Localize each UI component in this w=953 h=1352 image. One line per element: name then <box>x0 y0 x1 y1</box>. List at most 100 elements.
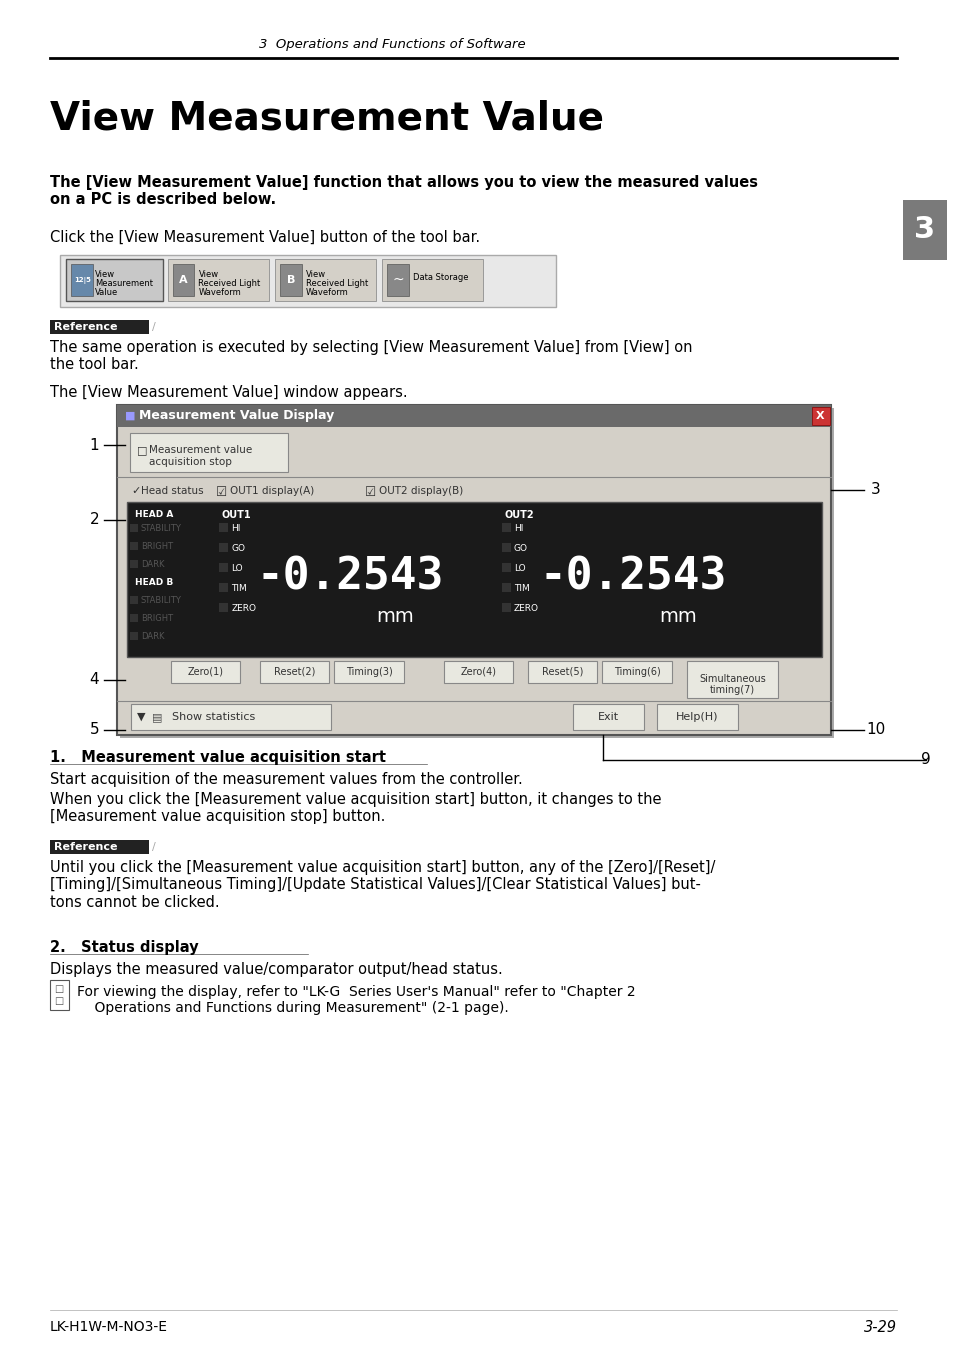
Text: Reset(2): Reset(2) <box>274 667 315 677</box>
FancyBboxPatch shape <box>131 704 331 730</box>
Text: ☑: ☑ <box>365 485 376 499</box>
FancyBboxPatch shape <box>279 264 301 296</box>
FancyBboxPatch shape <box>811 407 829 425</box>
FancyBboxPatch shape <box>71 264 93 296</box>
FancyBboxPatch shape <box>127 502 821 657</box>
Text: HEAD B: HEAD B <box>134 579 173 587</box>
FancyBboxPatch shape <box>67 260 163 301</box>
Text: 4: 4 <box>90 672 99 688</box>
Text: 10: 10 <box>865 722 884 737</box>
Text: 2: 2 <box>90 512 99 527</box>
FancyBboxPatch shape <box>59 256 555 307</box>
Text: Timing(3): Timing(3) <box>345 667 392 677</box>
FancyBboxPatch shape <box>501 523 511 531</box>
Text: Zero(1): Zero(1) <box>187 667 223 677</box>
Text: OUT2 display(B): OUT2 display(B) <box>378 485 463 496</box>
Text: □: □ <box>137 445 148 456</box>
Text: Reference: Reference <box>53 322 117 333</box>
FancyBboxPatch shape <box>443 661 513 683</box>
FancyBboxPatch shape <box>381 260 483 301</box>
Text: Zero(4): Zero(4) <box>459 667 496 677</box>
Text: View: View <box>95 270 115 279</box>
FancyBboxPatch shape <box>172 264 194 296</box>
Text: GO: GO <box>231 544 245 553</box>
FancyBboxPatch shape <box>501 603 511 612</box>
Text: Measurement value: Measurement value <box>149 445 252 456</box>
Text: 5: 5 <box>90 722 99 737</box>
FancyBboxPatch shape <box>501 544 511 552</box>
Text: 1: 1 <box>90 438 99 453</box>
Text: 1.   Measurement value acquisition start: 1. Measurement value acquisition start <box>50 750 385 765</box>
FancyBboxPatch shape <box>387 264 409 296</box>
FancyBboxPatch shape <box>527 661 597 683</box>
Text: Reference: Reference <box>53 842 117 852</box>
Text: GO: GO <box>514 544 527 553</box>
Text: ▼: ▼ <box>137 713 145 722</box>
Text: HI: HI <box>514 525 523 533</box>
Text: TIM: TIM <box>514 584 529 594</box>
FancyBboxPatch shape <box>120 408 834 738</box>
FancyBboxPatch shape <box>130 525 138 531</box>
Text: 3: 3 <box>913 215 934 245</box>
FancyBboxPatch shape <box>572 704 643 730</box>
Text: LO: LO <box>514 564 525 573</box>
FancyBboxPatch shape <box>130 542 138 550</box>
Text: DARK: DARK <box>141 560 164 569</box>
Text: Timing(6): Timing(6) <box>613 667 659 677</box>
FancyBboxPatch shape <box>117 406 831 427</box>
Text: Waveform: Waveform <box>198 288 241 297</box>
Text: ZERO: ZERO <box>514 604 538 612</box>
Text: X: X <box>816 411 824 420</box>
Text: BRIGHT: BRIGHT <box>141 542 172 552</box>
Text: OUT2: OUT2 <box>503 510 533 521</box>
Text: 3-29: 3-29 <box>863 1320 896 1334</box>
Text: A: A <box>179 274 188 285</box>
Text: ZERO: ZERO <box>231 604 256 612</box>
Text: acquisition stop: acquisition stop <box>149 457 232 466</box>
Text: 3  Operations and Functions of Software: 3 Operations and Functions of Software <box>259 38 525 51</box>
Text: 12|5: 12|5 <box>73 277 91 284</box>
Text: Measurement Value Display: Measurement Value Display <box>139 410 334 422</box>
Text: TIM: TIM <box>231 584 247 594</box>
Text: View: View <box>198 270 218 279</box>
Text: Start acquisition of the measurement values from the controller.: Start acquisition of the measurement val… <box>50 772 522 787</box>
Text: For viewing the display, refer to "LK-G  Series User's Manual" refer to "Chapter: For viewing the display, refer to "LK-G … <box>77 986 636 1015</box>
Text: View: View <box>305 270 325 279</box>
Text: Head status: Head status <box>141 485 203 496</box>
FancyBboxPatch shape <box>130 631 138 639</box>
Text: When you click the [Measurement value acquisition start] button, it changes to t: When you click the [Measurement value ac… <box>50 792 660 825</box>
Text: /: / <box>152 322 155 333</box>
FancyBboxPatch shape <box>219 583 228 592</box>
Text: HI: HI <box>231 525 240 533</box>
Text: HEAD A: HEAD A <box>134 510 173 519</box>
FancyBboxPatch shape <box>219 544 228 552</box>
FancyBboxPatch shape <box>168 260 269 301</box>
Text: timing(7): timing(7) <box>709 685 754 695</box>
Text: Data Storage: Data Storage <box>413 273 468 283</box>
Text: -0.2543: -0.2543 <box>256 556 443 599</box>
Text: Until you click the [Measurement value acquisition start] button, any of the [Ze: Until you click the [Measurement value a… <box>50 860 714 910</box>
FancyBboxPatch shape <box>50 840 149 854</box>
FancyBboxPatch shape <box>219 562 228 572</box>
Text: Simultaneous: Simultaneous <box>699 675 765 684</box>
Text: STABILITY: STABILITY <box>141 525 182 533</box>
FancyBboxPatch shape <box>657 704 738 730</box>
Text: 3: 3 <box>870 483 881 498</box>
Text: Received Light: Received Light <box>198 279 260 288</box>
Text: /: / <box>152 842 155 852</box>
Text: The [View Measurement Value] function that allows you to view the measured value: The [View Measurement Value] function th… <box>50 174 757 207</box>
Text: OUT1 display(A): OUT1 display(A) <box>230 485 314 496</box>
Text: Measurement: Measurement <box>95 279 153 288</box>
FancyBboxPatch shape <box>219 523 228 531</box>
Text: 2.   Status display: 2. Status display <box>50 940 198 955</box>
FancyBboxPatch shape <box>219 603 228 612</box>
Text: LO: LO <box>231 564 243 573</box>
Text: Click the [View Measurement Value] button of the tool bar.: Click the [View Measurement Value] butto… <box>50 230 479 245</box>
Text: □
□: □ □ <box>54 984 64 1006</box>
Text: ~: ~ <box>392 273 403 287</box>
FancyBboxPatch shape <box>117 406 831 735</box>
Text: B: B <box>286 274 294 285</box>
Text: Reset(5): Reset(5) <box>541 667 582 677</box>
Text: Displays the measured value/comparator output/head status.: Displays the measured value/comparator o… <box>50 963 502 977</box>
Text: Received Light: Received Light <box>305 279 368 288</box>
